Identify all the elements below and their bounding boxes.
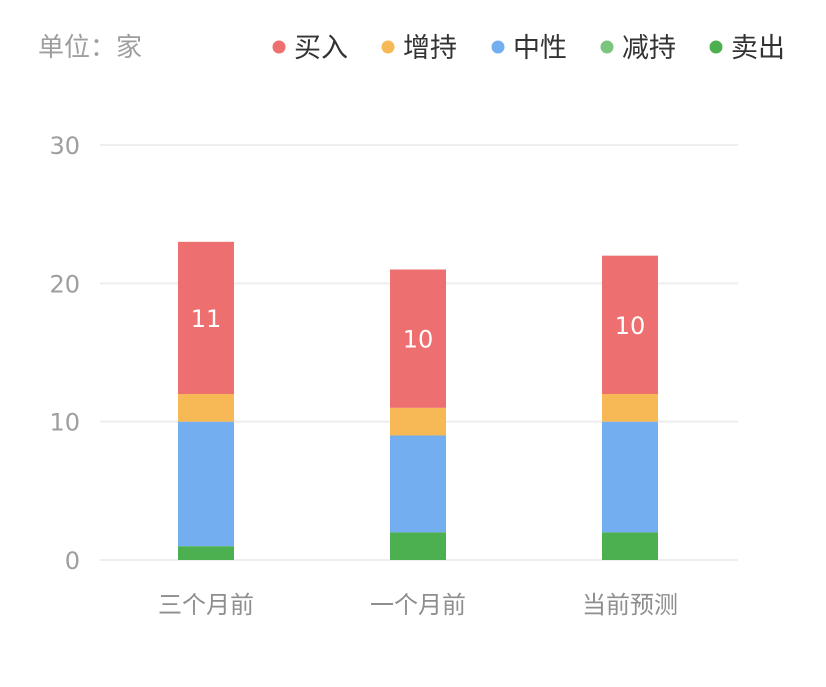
y-tick-label-10: 10 xyxy=(49,409,80,437)
legend-marker-5 xyxy=(709,40,723,54)
legend-label-3: 中性 xyxy=(513,33,567,64)
bar-segment-1-series-1 xyxy=(178,546,234,560)
unit-label: 单位：家 xyxy=(38,33,142,63)
bar-segment-3-series-1 xyxy=(602,532,658,560)
legend-marker-4 xyxy=(600,40,614,54)
y-tick-label-20: 20 xyxy=(49,270,80,298)
x-category-label-2: 一个月前 xyxy=(370,591,466,619)
x-axis: 三个月前 一个月前 当前预测 xyxy=(158,591,678,619)
legend-label-2: 增持 xyxy=(403,33,457,64)
legend-label-5: 卖出 xyxy=(731,33,785,64)
x-category-label-3: 当前预测 xyxy=(582,591,678,619)
bar-segment-2-series-4 xyxy=(390,407,446,436)
data-label-3: 10 xyxy=(615,312,646,340)
y-tick-label-30: 30 xyxy=(49,132,80,160)
y-tick-label-0: 0 xyxy=(65,547,80,575)
legend-marker-1 xyxy=(272,40,286,54)
bar-segment-1-series-4 xyxy=(178,394,234,422)
bar-segment-3-series-3 xyxy=(602,421,658,533)
bar-segment-2-series-1 xyxy=(390,532,446,560)
bar-segment-3-series-4 xyxy=(602,394,658,422)
legend-marker-2 xyxy=(381,40,395,54)
legend-label-1: 买入 xyxy=(294,33,348,64)
data-label-2: 10 xyxy=(403,326,434,354)
data-label-1: 11 xyxy=(191,305,222,333)
legend-label-4: 减持 xyxy=(622,33,676,64)
bar-segment-2-series-5 xyxy=(390,269,446,408)
bar-segment-2-series-3 xyxy=(390,435,446,533)
data-labels: 11 10 10 xyxy=(191,305,646,354)
bar-segment-1-series-3 xyxy=(178,421,234,547)
x-category-label-1: 三个月前 xyxy=(158,591,254,619)
legend: 买入 增持 中性 减持 卖出 xyxy=(272,33,785,64)
legend-marker-3 xyxy=(491,40,505,54)
bars xyxy=(178,241,658,560)
bar-segment-3-series-5 xyxy=(602,255,658,394)
y-axis: 0 10 20 30 xyxy=(49,132,80,575)
bar-segment-1-series-5 xyxy=(178,241,234,394)
